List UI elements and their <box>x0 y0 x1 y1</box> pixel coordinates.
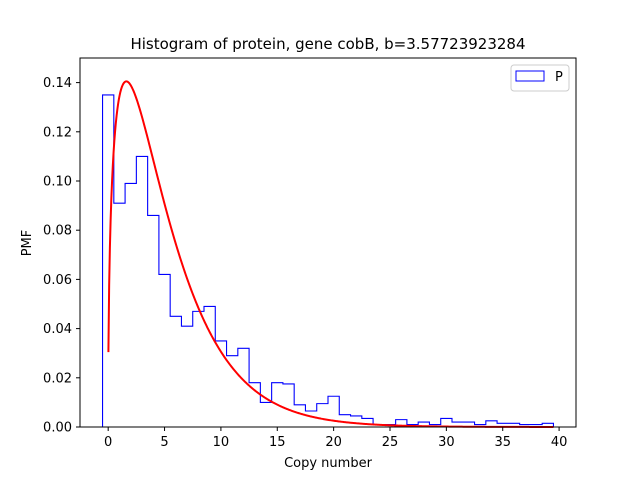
histogram-bin <box>170 316 181 427</box>
histogram-bin <box>114 203 125 427</box>
x-tick-label: 35 <box>494 435 511 450</box>
histogram-bin <box>159 274 170 427</box>
legend: P <box>510 64 570 92</box>
y-tick-label: 0.14 <box>43 76 72 91</box>
y-axis-title: PMF <box>20 230 35 257</box>
histogram-bin <box>317 404 328 427</box>
histogram-bin <box>260 402 271 427</box>
histogram-bin <box>181 326 192 427</box>
x-tick-label: 10 <box>213 435 230 450</box>
x-tick-label: 15 <box>269 435 286 450</box>
y-tick-label: 0.04 <box>43 322 72 337</box>
plot-area: 0 5 10 15 20 25 30 35 40 0.00 0.02 0.04 0.06 0.08 0.10… <box>43 57 577 450</box>
y-tick-label: 0.00 <box>43 421 72 436</box>
histogram-bin <box>305 411 316 427</box>
histogram-step-line <box>102 94 554 427</box>
histogram-bin <box>215 341 226 427</box>
x-tick-label: 25 <box>382 435 399 450</box>
histogram-bin <box>193 311 204 427</box>
legend-label-p: P <box>555 70 563 85</box>
x-tick-label: 20 <box>325 435 342 450</box>
histogram-bin <box>283 384 294 427</box>
x-tick-label: 40 <box>551 435 568 450</box>
x-tick-label: 0 <box>104 435 112 450</box>
histogram-bin <box>238 348 249 427</box>
histogram-bin <box>136 156 147 427</box>
y-tick-label: 0.12 <box>43 125 72 140</box>
histogram-bin <box>351 416 362 427</box>
histogram-bin <box>125 183 136 427</box>
histogram-bin <box>294 405 305 427</box>
x-tick-label: 5 <box>160 435 168 450</box>
histogram-bin <box>328 396 339 427</box>
y-tick-label: 0.10 <box>43 175 72 190</box>
y-tick-label: 0.08 <box>43 224 72 239</box>
histogram-bin <box>148 215 159 427</box>
legend-swatch-p <box>515 70 545 82</box>
y-tick-label: 0.06 <box>43 273 72 288</box>
x-axis-title: Copy number <box>284 456 373 471</box>
chart-title: Histogram of protein, gene cobB, b=3.577… <box>130 35 525 53</box>
axes-frame <box>79 57 577 428</box>
histogram-bin <box>362 418 373 427</box>
histogram-bin <box>103 95 114 427</box>
x-tick-label: 30 <box>438 435 455 450</box>
y-tick-label: 0.02 <box>43 371 72 386</box>
